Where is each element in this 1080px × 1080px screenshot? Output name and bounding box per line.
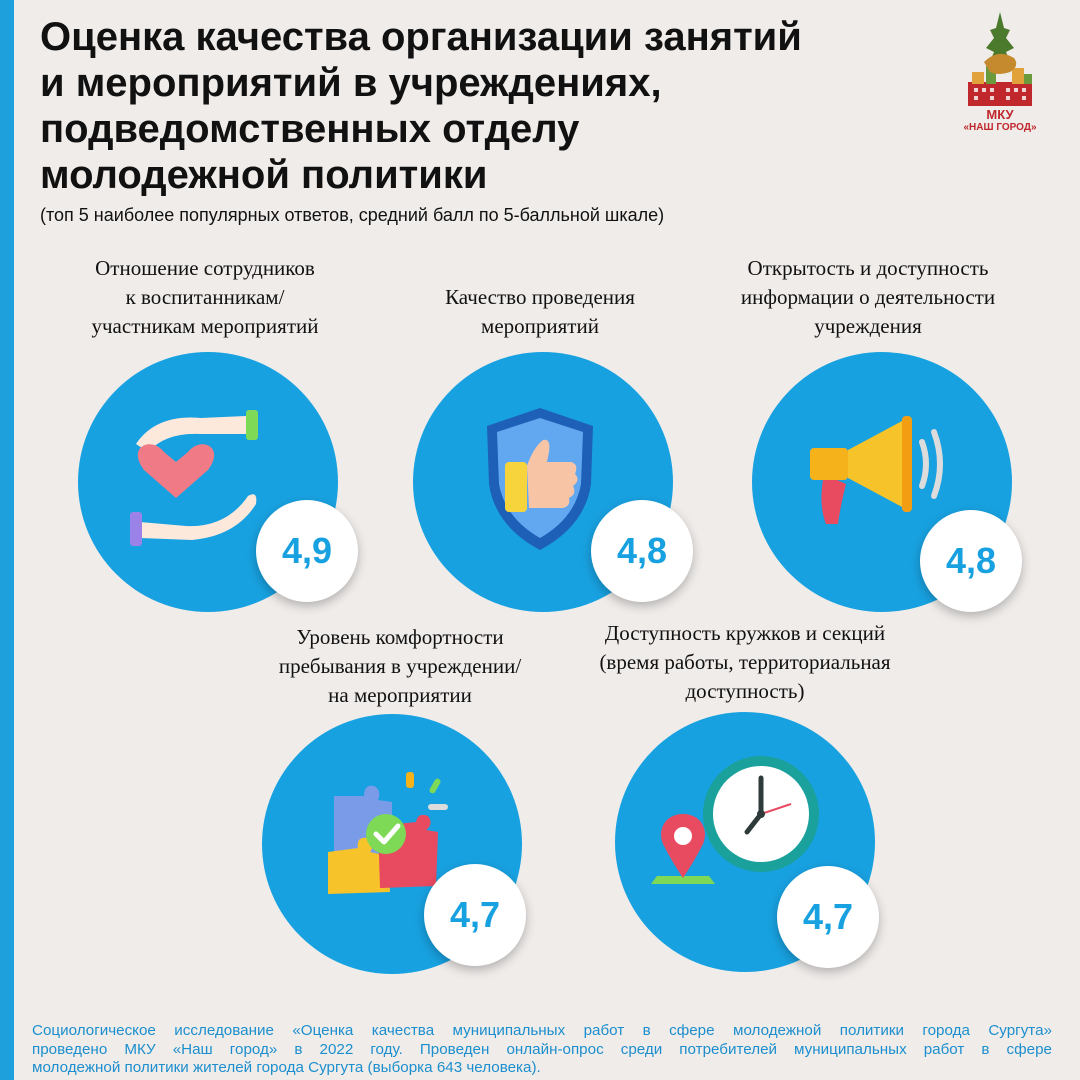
title-line: Оценка качества организации занятий (40, 15, 802, 59)
item-label-staff-attitude: Отношение сотрудников к воспитанникам/ у… (40, 254, 370, 341)
score-badge: 4,9 (256, 500, 358, 602)
item-circle-event-quality: 4,8 (413, 352, 693, 612)
item-label-line: участникам мероприятий (91, 314, 319, 338)
heart-in-hands-icon (130, 410, 258, 546)
item-circle-club-availability: 4,7 (615, 712, 879, 972)
item-label-line: на мероприятии (328, 683, 472, 707)
title-line: и мероприятий в учреждениях, (40, 61, 662, 105)
clock-location-icon (651, 756, 819, 884)
logo-text-line1: МКУ (986, 107, 1014, 122)
title-line: подведомственных отделу (40, 107, 580, 151)
puzzle-check-icon (328, 772, 448, 894)
score-badge: 4,8 (920, 510, 1022, 612)
item-label-line: к воспитанникам/ (125, 285, 285, 309)
score-badge: 4,7 (424, 864, 526, 966)
footer-line: проведено МКУ «Наш город» в 2022 году. П… (32, 1040, 1052, 1058)
title-line: молодежной политики (40, 153, 488, 197)
item-label-line: Уровень комфортности (296, 625, 504, 649)
page-title: Оценка качества организации занятий и ме… (40, 14, 920, 198)
item-label-event-quality: Качество проведения мероприятий (380, 283, 700, 341)
item-circle-staff-attitude: 4,9 (78, 352, 358, 612)
thumbs-up-shield-icon (487, 408, 593, 550)
footer-line: молодежной политики жителей города Сургу… (32, 1059, 541, 1076)
item-label-line: Открытость и доступность (747, 256, 989, 280)
footer-note: Социологическое исследование «Оценка кач… (32, 1022, 1052, 1078)
footer-line: Социологическое исследование «Оценка кач… (32, 1022, 1052, 1039)
city-logo-icon (968, 12, 1032, 106)
item-label-line: информации о деятельности (740, 285, 996, 309)
item-label-comfort-level: Уровень комфортности пребывания в учрежд… (235, 623, 565, 710)
megaphone-icon (810, 416, 943, 524)
item-label-line: мероприятий (481, 314, 599, 338)
organization-logo: МКУ «НАШ ГОРОД» (950, 8, 1050, 133)
item-label-line: доступность) (685, 679, 805, 703)
item-label-information-openness: Открытость и доступность информации о де… (708, 254, 1028, 341)
item-label-line: Отношение сотрудников (95, 256, 315, 280)
item-label-line: Доступность кружков и секций (604, 621, 886, 645)
item-label-line: (время работы, территориальная (599, 650, 891, 674)
left-accent-bar (0, 0, 14, 1080)
item-circle-information-openness: 4,8 (752, 352, 1022, 612)
page-subtitle: (топ 5 наиболее популярных ответов, сред… (40, 205, 665, 225)
item-label-line: учреждения (814, 314, 922, 338)
score-badge: 4,7 (777, 866, 879, 968)
score-badge: 4,8 (591, 500, 693, 602)
logo-text-line2: «НАШ ГОРОД» (963, 122, 1037, 133)
item-label-club-availability: Доступность кружков и секций (время рабо… (570, 619, 920, 706)
item-label-line: Качество проведения (445, 285, 635, 309)
item-circle-comfort-level: 4,7 (262, 714, 526, 974)
item-label-line: пребывания в учреждении/ (278, 654, 522, 678)
